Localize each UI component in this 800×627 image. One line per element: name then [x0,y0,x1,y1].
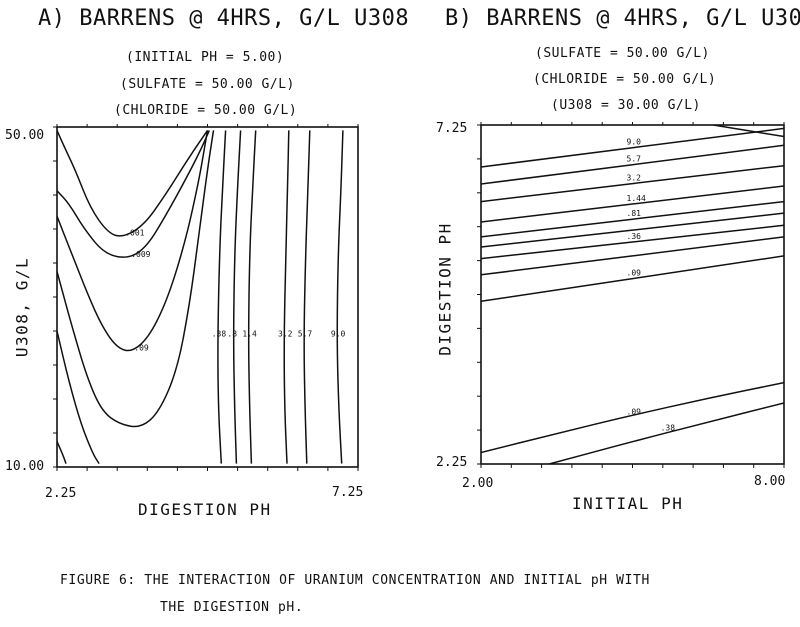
contour-line [713,125,784,138]
panel-a-subtitle-1: (INITIAL PH = 5.00) [126,50,285,65]
contour-line [57,129,209,237]
contour-line [481,185,784,223]
contour-line [247,130,257,464]
panel-a-y-tick-bottom: 10.00 [5,459,45,474]
panel-b-x-tick-right: 8.00 [754,474,786,489]
panel-a-x-tick-left: 2.25 [45,486,77,501]
contour-label: 3.2 [627,174,642,183]
contour-label: .001 [125,229,144,238]
panel-b-subtitle-3: (U308 = 30.00 G/L) [551,98,701,113]
panel-b-y-tick-bottom: 2.25 [436,455,468,470]
contour-line [481,200,784,238]
contour-line [57,130,215,428]
contour-label: .38 [661,424,676,433]
panel-a-y-tick-top: 50.00 [5,128,45,143]
contour-label: .09 [134,343,149,352]
contour-label: 1.4 [242,330,257,339]
panel-b-x-tick-left: 2.00 [462,476,494,491]
panel-b-y-tick-top: 7.25 [436,121,468,136]
panel-a-subtitle-2: (SULFATE = 50.00 G/L) [120,77,295,92]
contour-line [232,130,242,464]
contour-line [481,236,784,276]
figure-caption-line-1: FIGURE 6: THE INTERACTION OF URANIUM CON… [60,573,650,588]
contour-label: 3.2 [278,330,293,339]
contour-line [481,212,784,248]
contour-label: .09 [627,408,642,417]
contour-line [336,130,344,464]
panel-b-plot: 9.0 5.7 3.2 1.44 .81 .36 .09 .09 .38 [477,122,785,468]
panel-a-subtitle-3: (CHLORIDE = 50.00 G/L) [114,103,298,118]
panel-b-title: B) BARRENS @ 4HRS, G/L U308 [445,6,800,31]
contour-label: .8 [227,330,237,339]
panel-b-x-axis-label: INITIAL PH [572,494,684,513]
contour-line [57,130,209,352]
contour-line [303,130,311,464]
contour-line [481,255,784,303]
contour-line [57,441,67,464]
contour-line [481,224,784,260]
figure-caption-line-2: THE DIGESTION pH. [160,600,304,615]
contour-line [481,381,784,454]
contour-label: .81 [627,209,642,218]
panel-b-subtitle-2: (CHLORIDE = 50.00 G/L) [533,72,717,87]
panel-a-plot: .001 .009 .09 .38.8 1.4 3.2 5.7 9.0 [53,124,359,471]
contour-label: 9.0 [331,330,346,339]
contour-line [57,330,100,465]
panel-a-x-tick-right: 7.25 [332,485,364,500]
contour-label: .009 [131,250,150,259]
contour-label: .36 [627,232,642,241]
contour-line [57,130,210,258]
contour-line [481,144,784,185]
contour-line [283,130,290,464]
contour-line [481,164,784,203]
plot-frame [56,126,359,468]
panel-b-subtitle-1: (SULFATE = 50.00 G/L) [535,46,710,61]
panel-a-x-axis-label: DIGESTION PH [138,500,272,519]
contour-line [217,130,227,464]
contour-label: 9.0 [627,138,642,147]
contour-label: 1.44 [627,194,646,203]
contour-label: .38 [212,330,227,339]
contour-line [481,127,784,168]
contour-label: 5.7 [627,155,642,164]
contour-label: .09 [627,269,642,278]
panel-a-title: A) BARRENS @ 4HRS, G/L U308 [38,6,410,31]
contour-label: 5.7 [298,330,313,339]
contour-line [549,402,784,464]
